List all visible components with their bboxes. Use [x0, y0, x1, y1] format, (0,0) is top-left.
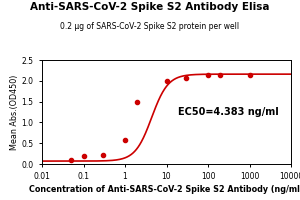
Y-axis label: Mean Abs.(OD450): Mean Abs.(OD450) — [10, 74, 19, 150]
Text: 0.2 μg of SARS-CoV-2 Spike S2 protein per well: 0.2 μg of SARS-CoV-2 Spike S2 protein pe… — [60, 22, 240, 31]
X-axis label: Concentration of Anti-SARS-CoV-2 Spike S2 Antibody (ng/ml): Concentration of Anti-SARS-CoV-2 Spike S… — [29, 186, 300, 194]
Text: EC50=4.383 ng/ml: EC50=4.383 ng/ml — [178, 107, 279, 117]
Text: Anti-SARS-CoV-2 Spike S2 Antibody Elisa: Anti-SARS-CoV-2 Spike S2 Antibody Elisa — [30, 2, 270, 12]
